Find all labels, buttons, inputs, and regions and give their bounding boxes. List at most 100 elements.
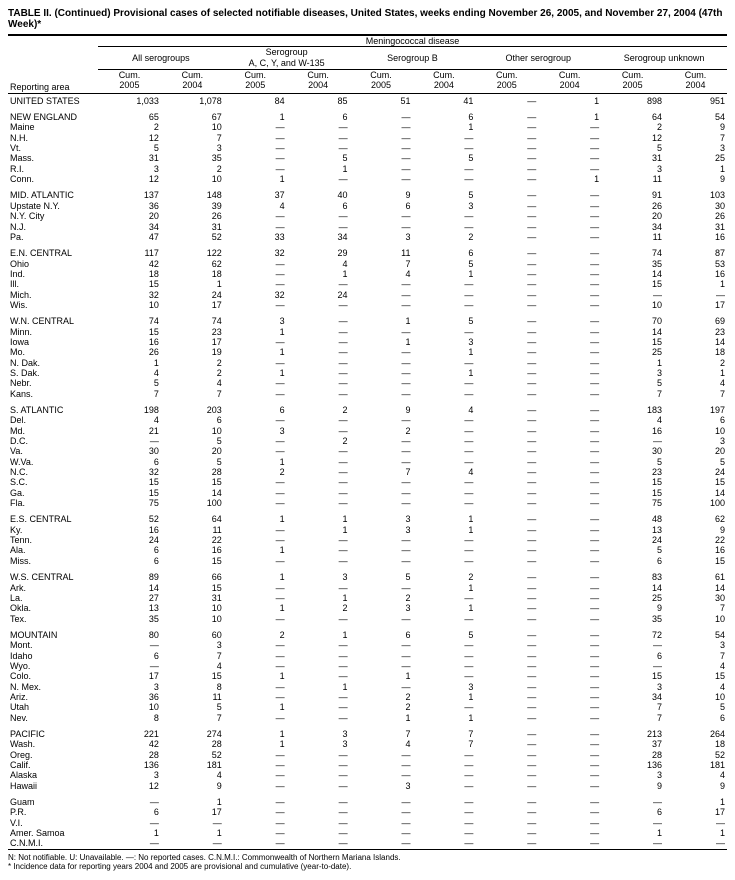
value-cell: 6	[161, 415, 224, 425]
value-cell: 7	[161, 389, 224, 399]
value-cell: —	[412, 838, 475, 849]
value-cell: —	[475, 436, 538, 446]
value-cell: —	[350, 211, 413, 221]
value-cell: 3	[664, 143, 727, 153]
value-cell: 9	[664, 174, 727, 184]
value-cell: —	[538, 593, 601, 603]
value-cell: 103	[664, 190, 727, 200]
value-cell: 7	[350, 467, 413, 477]
value-cell: —	[224, 259, 287, 269]
value-cell: 1,033	[98, 93, 161, 106]
value-cell: 5	[161, 457, 224, 467]
area-cell: N. Dak.	[8, 358, 98, 368]
value-cell: —	[538, 358, 601, 368]
value-cell: —	[350, 358, 413, 368]
table-row: Oreg.2852——————2852	[8, 750, 727, 760]
value-cell: 1,078	[161, 93, 224, 106]
value-cell: —	[538, 269, 601, 279]
value-cell: —	[601, 838, 664, 849]
value-cell: 28	[161, 739, 224, 749]
value-cell: 4	[350, 269, 413, 279]
value-cell: —	[350, 347, 413, 357]
value-cell: —	[538, 232, 601, 242]
value-cell: —	[287, 133, 350, 143]
value-cell: —	[224, 358, 287, 368]
value-cell: —	[224, 389, 287, 399]
value-cell: —	[224, 211, 287, 221]
value-cell: —	[538, 556, 601, 566]
value-cell: 5	[412, 190, 475, 200]
value-cell: 17	[98, 671, 161, 681]
value-cell: —	[475, 467, 538, 477]
value-cell: 4	[161, 770, 224, 780]
value-cell: 89	[98, 572, 161, 582]
value-cell: 31	[601, 153, 664, 163]
value-cell: 3	[161, 143, 224, 153]
value-cell: 28	[161, 467, 224, 477]
value-cell: —	[98, 797, 161, 807]
value-cell: —	[412, 498, 475, 508]
table-row: E.N. CENTRAL1171223229116——7487	[8, 248, 727, 258]
value-cell: —	[224, 818, 287, 828]
value-cell: 1	[664, 797, 727, 807]
value-cell: —	[287, 583, 350, 593]
value-cell: —	[538, 290, 601, 300]
value-cell: 13	[601, 525, 664, 535]
value-cell: 7	[161, 133, 224, 143]
value-cell: —	[538, 143, 601, 153]
value-cell: —	[538, 498, 601, 508]
value-cell: —	[601, 818, 664, 828]
value-cell: —	[538, 702, 601, 712]
value-cell: 5	[161, 702, 224, 712]
value-cell: 1	[412, 368, 475, 378]
table-row: E.S. CENTRAL52641131——4862	[8, 514, 727, 524]
value-cell: 7	[664, 133, 727, 143]
value-cell: —	[538, 133, 601, 143]
value-cell: 87	[664, 248, 727, 258]
value-cell: —	[475, 545, 538, 555]
value-cell: 21	[98, 426, 161, 436]
value-cell: —	[538, 446, 601, 456]
value-cell: 5	[601, 378, 664, 388]
value-cell: —	[475, 514, 538, 524]
value-cell: —	[538, 692, 601, 702]
value-cell: 4	[412, 467, 475, 477]
value-cell: —	[475, 750, 538, 760]
value-cell: —	[475, 739, 538, 749]
value-cell: —	[538, 488, 601, 498]
value-cell: —	[475, 201, 538, 211]
value-cell: —	[475, 640, 538, 650]
value-cell: —	[287, 614, 350, 624]
area-cell: Wyo.	[8, 661, 98, 671]
value-cell: 83	[601, 572, 664, 582]
value-cell: —	[287, 415, 350, 425]
value-cell: —	[412, 290, 475, 300]
value-cell: 4	[98, 368, 161, 378]
value-cell: 42	[98, 259, 161, 269]
col-header: Cum. 2005	[98, 70, 161, 94]
value-cell: 1	[98, 828, 161, 838]
value-cell: —	[475, 457, 538, 467]
value-cell: —	[538, 603, 601, 613]
value-cell: 2	[350, 692, 413, 702]
value-cell: —	[475, 498, 538, 508]
value-cell: 22	[161, 535, 224, 545]
value-cell: —	[224, 300, 287, 310]
value-cell: —	[161, 818, 224, 828]
table-row: Ky.1611—131——139	[8, 525, 727, 535]
area-cell: R.I.	[8, 164, 98, 174]
value-cell: 10	[161, 426, 224, 436]
value-cell: —	[538, 347, 601, 357]
table-row: N. Mex.38—1—3——34	[8, 682, 727, 692]
value-cell: —	[287, 692, 350, 702]
value-cell: 1	[412, 603, 475, 613]
table-row: Conn.12101————1119	[8, 174, 727, 184]
value-cell: —	[538, 368, 601, 378]
value-cell: 6	[350, 630, 413, 640]
value-cell: 10	[161, 603, 224, 613]
value-cell: 2	[601, 122, 664, 132]
value-cell: 1	[350, 713, 413, 723]
value-cell: 183	[601, 405, 664, 415]
group-header-row: All serogroups Serogroup A, C, Y, and W-…	[8, 47, 727, 70]
area-cell: Md.	[8, 426, 98, 436]
